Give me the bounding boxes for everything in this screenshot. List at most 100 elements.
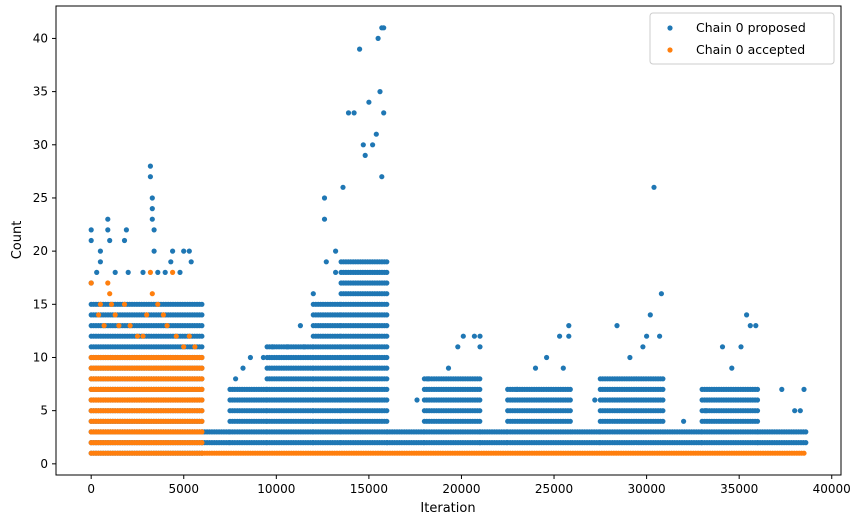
accepted-point: [140, 333, 146, 339]
proposed-point: [310, 291, 316, 297]
proposed-point: [199, 312, 205, 318]
legend-label-accepted: Chain 0 accepted: [696, 42, 805, 57]
proposed-point: [366, 99, 372, 105]
x-tick-label: 40000: [813, 482, 851, 496]
proposed-point: [658, 291, 665, 297]
accepted-point: [160, 312, 166, 318]
accepted-point: [192, 344, 198, 350]
y-tick-label: 30: [33, 138, 48, 152]
proposed-point: [384, 344, 390, 350]
accepted-point: [170, 269, 176, 275]
proposed-point: [147, 174, 153, 180]
accepted-point: [144, 312, 150, 318]
proposed-point: [660, 386, 666, 392]
proposed-point: [471, 333, 477, 339]
proposed-point: [333, 248, 339, 254]
proposed-point: [270, 344, 276, 350]
proposed-point: [168, 259, 174, 265]
proposed-point: [445, 365, 452, 371]
proposed-point: [345, 110, 352, 116]
proposed-point: [477, 408, 483, 414]
accepted-point: [199, 376, 205, 382]
accepted-point: [108, 301, 115, 307]
legend-marker-accepted: [667, 47, 673, 53]
proposed-point: [373, 131, 379, 137]
proposed-point: [384, 418, 390, 424]
proposed-point: [644, 333, 650, 339]
proposed-point: [140, 269, 146, 275]
y-axis-label: Count: [10, 221, 25, 260]
proposed-point: [455, 344, 461, 350]
proposed-point: [97, 248, 103, 254]
x-axis-label: Iteration: [420, 501, 475, 516]
accepted-point: [173, 333, 179, 339]
legend: Chain 0 proposed Chain 0 accepted: [649, 12, 835, 65]
proposed-point: [792, 408, 798, 414]
proposed-point: [121, 237, 128, 244]
proposed-point: [186, 248, 192, 254]
accepted-point: [199, 386, 205, 392]
proposed-point: [532, 365, 539, 371]
accepted-point: [134, 333, 141, 339]
proposed-point: [377, 89, 383, 95]
proposed-point: [627, 354, 633, 361]
legend-label-proposed: Chain 0 proposed: [696, 20, 806, 35]
x-axis-ticks: 0 5000 10000 15000 20000 25000 30000 35000 40000: [87, 475, 851, 496]
proposed-point: [384, 397, 390, 403]
proposed-point: [560, 365, 566, 371]
y-tick-label: 40: [33, 31, 48, 45]
proposed-point: [640, 344, 646, 350]
proposed-point: [105, 227, 111, 233]
proposed-point: [566, 323, 572, 329]
proposed-point: [381, 110, 387, 116]
accepted-point: [112, 312, 118, 318]
proposed-point: [149, 206, 155, 212]
proposed-point: [105, 216, 111, 222]
series-accepted-marks: [88, 269, 807, 456]
proposed-point: [149, 216, 155, 222]
proposed-point: [360, 142, 366, 148]
accepted-point: [199, 440, 205, 446]
proposed-point: [357, 46, 363, 52]
accepted-point: [101, 323, 107, 329]
accepted-point: [105, 280, 111, 286]
proposed-point: [566, 333, 572, 339]
proposed-point: [803, 429, 809, 435]
proposed-point: [188, 259, 194, 265]
accepted-point: [155, 301, 161, 307]
proposed-point: [651, 184, 657, 190]
proposed-point: [614, 323, 620, 329]
proposed-point: [284, 344, 290, 350]
legend-marker-proposed: [667, 25, 673, 31]
legend-box: [649, 12, 835, 65]
proposed-point: [147, 163, 153, 169]
proposed-point: [477, 376, 483, 382]
proposed-point: [155, 269, 161, 275]
proposed-point: [657, 333, 663, 339]
x-tick-label: 15000: [350, 482, 388, 496]
proposed-point: [177, 269, 183, 275]
proposed-point: [744, 312, 750, 318]
proposed-point: [477, 333, 483, 339]
proposed-point: [149, 195, 155, 201]
y-axis-ticks: 0 5 10 15 20 25 30 35 40: [33, 31, 56, 471]
y-tick-label: 10: [33, 350, 48, 364]
accepted-point: [199, 418, 205, 424]
accepted-point: [186, 333, 192, 339]
proposed-point: [477, 386, 483, 392]
x-tick-label: 5000: [168, 482, 199, 496]
proposed-point: [199, 344, 205, 350]
proposed-point: [94, 269, 100, 275]
accepted-point: [199, 408, 205, 414]
proposed-point: [240, 365, 246, 371]
accepted-point: [127, 323, 133, 329]
proposed-point: [384, 312, 390, 318]
x-tick-label: 25000: [535, 482, 573, 496]
proposed-point: [199, 323, 205, 329]
proposed-point: [567, 386, 573, 392]
proposed-point: [681, 418, 687, 424]
proposed-point: [375, 35, 381, 42]
proposed-point: [384, 280, 390, 286]
proposed-point: [384, 259, 390, 265]
